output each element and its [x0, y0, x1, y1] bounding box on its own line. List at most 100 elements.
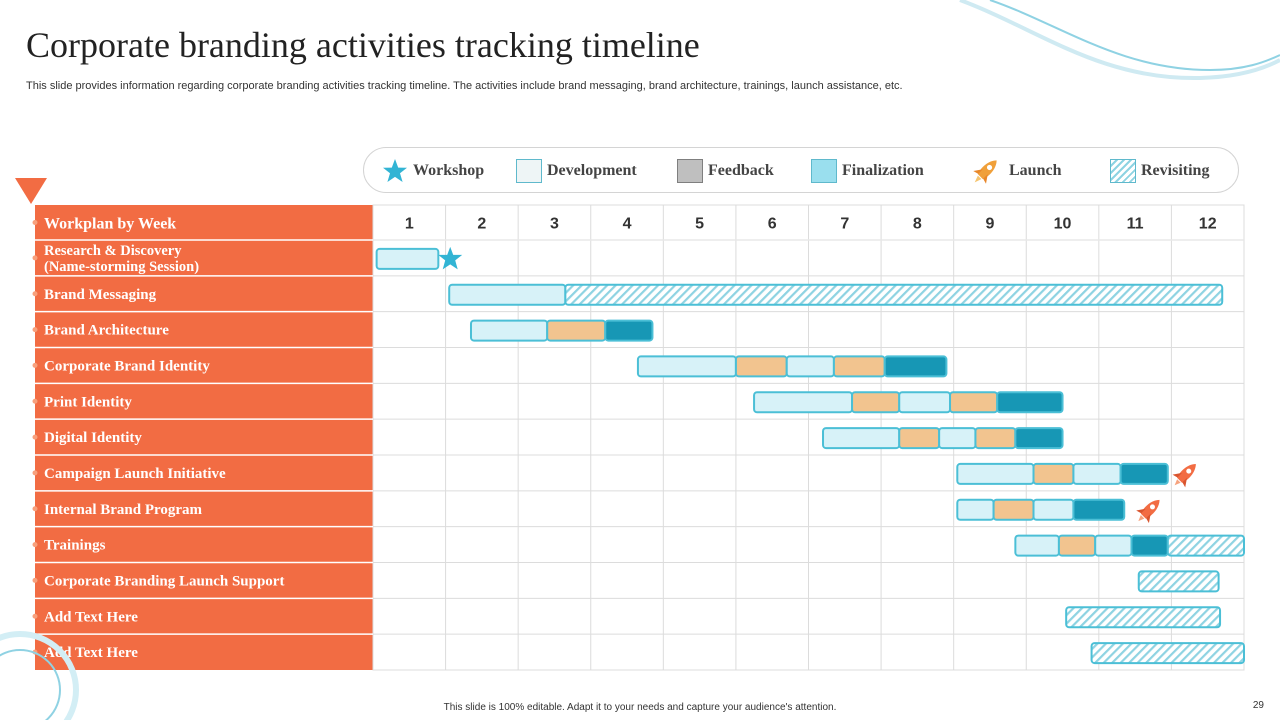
bar-feedback: [734, 355, 788, 378]
bar-feedback: [949, 391, 999, 414]
row-bullet: [32, 255, 38, 261]
row-label: Trainings: [44, 538, 106, 554]
row-bullet: [32, 362, 38, 368]
bar-development: [938, 427, 977, 450]
triangle-marker: [15, 178, 47, 204]
legend-label: Finalization: [842, 162, 924, 179]
chart-layer: Workplan by Week 1 2 3 4 5 6 7 8 9 10 11 12Research …: [0, 178, 1245, 720]
page-number: 29: [1252, 700, 1264, 711]
bar-finalization: [996, 391, 1064, 414]
row-label: Research & Discovery: [44, 243, 182, 259]
bar-development: [469, 319, 549, 342]
feedback-swatch: [677, 159, 703, 183]
bar-finalization: [1014, 427, 1064, 450]
legend-finalization: Finalization: [811, 148, 924, 194]
bar-finalization: [1119, 462, 1169, 485]
week-label: 6: [768, 216, 777, 233]
week-label: 4: [623, 216, 632, 233]
legend-feedback: Feedback: [677, 148, 774, 194]
bar-finalization: [1130, 534, 1169, 557]
row-label: Brand Messaging: [44, 287, 157, 303]
week-label: 9: [986, 216, 995, 233]
week-label: 10: [1054, 216, 1072, 233]
decor-circle: [0, 631, 79, 720]
row-bullet: [32, 542, 38, 548]
bar-development: [1072, 462, 1122, 485]
bar-feedback: [546, 319, 607, 342]
week-label: 2: [477, 216, 486, 233]
bar-feedback: [898, 427, 941, 450]
legend-revisiting: Revisiting: [1110, 148, 1209, 194]
week-label: 11: [1127, 216, 1144, 233]
bar-revisiting: [564, 283, 1224, 306]
row-label: Internal Brand Program: [44, 502, 203, 518]
decorative-wave: [959, 0, 1280, 81]
row-bullet: [32, 613, 38, 619]
row-bullet: [32, 291, 38, 297]
legend: Workshop Development Feedback Finalizati…: [363, 147, 1239, 193]
legend-label: Workshop: [413, 162, 485, 179]
workshop-star: [438, 246, 463, 270]
row-bullet: [32, 577, 38, 583]
bar-development: [956, 462, 1035, 485]
row-bullet: [32, 470, 38, 476]
bar-finalization: [1072, 498, 1126, 521]
bar-feedback: [832, 355, 886, 378]
legend-label: Development: [547, 162, 637, 179]
week-label: 8: [913, 216, 922, 233]
bar-finalization: [604, 319, 654, 342]
bar-development: [785, 355, 835, 378]
header-label: Workplan by Week: [44, 216, 176, 233]
revisiting-swatch: [1110, 159, 1136, 183]
bar-feedback: [1032, 462, 1075, 485]
bar-development: [448, 283, 567, 306]
page-subtitle: This slide provides information regardin…: [26, 80, 903, 92]
row-bullet: [32, 398, 38, 404]
footer-note: This slide is 100% editable. Adapt it to…: [443, 702, 837, 713]
bar-revisiting: [1166, 534, 1245, 557]
row-label: Corporate Branding Launch Support: [44, 573, 284, 589]
week-label: 12: [1199, 216, 1217, 233]
bar-development: [822, 427, 901, 450]
week-label: 5: [695, 216, 704, 233]
bar-development: [898, 391, 952, 414]
bar-feedback: [1057, 534, 1097, 557]
rocket-icon: [973, 160, 997, 184]
bar-development: [1014, 534, 1060, 557]
row-bullet: [32, 506, 38, 512]
bar-feedback: [851, 391, 901, 414]
row-label: Add Text Here: [44, 609, 138, 625]
decor-circle: [0, 649, 61, 720]
legend-label: Launch: [1009, 162, 1062, 179]
row-label: Print Identity: [44, 394, 132, 410]
bar-development: [1032, 498, 1075, 521]
row-label: Brand Architecture: [44, 323, 169, 339]
week-label: 7: [840, 216, 849, 233]
page-title: Corporate branding activities tracking t…: [26, 25, 700, 65]
bar-revisiting: [1137, 570, 1220, 593]
row-label: Digital Identity: [44, 430, 142, 446]
bar-finalization: [883, 355, 948, 378]
development-swatch: [516, 159, 542, 183]
week-label: 1: [405, 216, 414, 233]
row-bullet: [32, 434, 38, 440]
legend-label: Feedback: [708, 162, 774, 179]
bar-development: [753, 391, 854, 414]
legend-development: Development: [516, 148, 637, 194]
bar-development: [375, 247, 440, 270]
week-label: 3: [550, 216, 559, 233]
finalization-swatch: [811, 159, 837, 183]
bar-feedback: [992, 498, 1035, 521]
bar-revisiting: [1065, 606, 1222, 629]
label-column-bg: [35, 205, 373, 670]
legend-workshop: Workshop: [382, 148, 484, 194]
star-icon: [383, 159, 407, 182]
row-label: Campaign Launch Initiative: [44, 466, 226, 482]
bar-development: [636, 355, 737, 378]
row-bullet: [32, 327, 38, 333]
bar-feedback: [974, 427, 1017, 450]
legend-launch: Launch: [968, 148, 1061, 194]
bar-development: [956, 498, 995, 521]
row-label: (Name-storming Session): [44, 259, 199, 275]
